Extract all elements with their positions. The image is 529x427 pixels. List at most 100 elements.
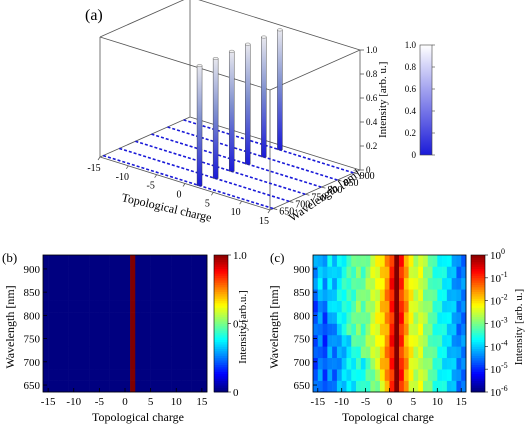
colorbar-segment — [471, 291, 485, 295]
heatmap-cell — [365, 255, 371, 267]
heatmap-cell — [181, 277, 187, 290]
heatmap-cell — [408, 289, 414, 301]
y-tick-label-a: 750 — [311, 192, 326, 203]
heatmap-cell — [109, 369, 116, 381]
heatmap-cell — [332, 323, 338, 336]
heatmap-cell — [201, 300, 208, 313]
heatmap-cell — [119, 334, 126, 347]
heatmap-cell — [145, 255, 151, 267]
heatmap-cell — [422, 369, 429, 381]
heatmap-cell — [446, 277, 452, 290]
heatmap-cell — [196, 277, 203, 290]
colorbar-segment — [214, 350, 228, 354]
heatmap-cell — [201, 357, 208, 370]
heatmap-cell — [155, 266, 162, 279]
bar-700 — [212, 58, 219, 179]
heatmap-cell — [166, 255, 172, 267]
heatmap-cell — [140, 289, 146, 301]
colorbar-segment — [471, 334, 485, 338]
heatmap-cell — [191, 255, 198, 267]
heatmap-cell — [379, 312, 386, 324]
colorbar-segment — [471, 255, 485, 258]
heatmap-cell — [99, 346, 105, 359]
heatmap-cell — [135, 369, 141, 381]
x-tick-label: -15 — [41, 396, 56, 408]
heatmap-cell — [356, 323, 362, 336]
heatmap-cell — [413, 312, 419, 324]
z-tick-label-a: 0.4 — [366, 117, 378, 127]
colorbar-tick-label: 1.0 — [233, 250, 247, 262]
colorbar-segment — [471, 314, 485, 318]
heatmap-cell — [130, 357, 136, 370]
heatmap-cell — [442, 289, 448, 301]
heatmap-cell — [53, 369, 59, 381]
heatmap-cell — [351, 300, 357, 313]
heatmap-cell — [186, 357, 192, 370]
heatmap-cell — [63, 357, 69, 370]
heatmap-cell — [89, 255, 95, 267]
heatmap-cell — [384, 255, 390, 267]
heatmap-cell — [437, 369, 443, 381]
heatmap-cell — [375, 346, 381, 359]
heatmap-cell — [186, 255, 192, 267]
heatmap-cell — [341, 380, 347, 393]
y-axis-title-c: Wavelength [nm] — [267, 285, 281, 368]
colorbar-segment — [471, 282, 485, 286]
heatmap-cell — [160, 346, 167, 359]
heatmap-cell — [327, 346, 333, 359]
colorbar-segment — [471, 261, 485, 265]
heatmap-cell — [99, 312, 105, 324]
heatmap-cell — [446, 323, 452, 336]
heatmap-cell — [94, 346, 100, 359]
heatmap-cell — [186, 334, 192, 347]
heatmap-cell — [456, 380, 462, 393]
x-tick-label-a: 10 — [231, 207, 241, 218]
heatmap-cell — [191, 334, 198, 347]
heatmap-cell — [322, 334, 328, 347]
heatmap-cell — [58, 289, 64, 301]
heatmap-cell — [327, 323, 333, 336]
heatmap-cell — [130, 289, 136, 301]
heatmap-cell — [389, 334, 395, 347]
z-tick-label-a: 0.2 — [366, 141, 377, 151]
heatmap-cell — [336, 289, 342, 301]
heatmap-cell — [427, 300, 433, 313]
heatmap-cell — [176, 334, 182, 347]
colorbar-segment — [214, 334, 228, 338]
colorbar-tick-label: 0.5 — [233, 319, 247, 331]
heatmap-cell — [341, 289, 347, 301]
heatmap-cell — [53, 312, 59, 324]
colorbar-segment — [471, 277, 485, 281]
heatmap-cell — [370, 300, 376, 313]
colorbar-segment — [214, 277, 228, 281]
heatmap-cell — [379, 334, 386, 347]
heatmap-cell — [332, 255, 338, 267]
heatmap-cell — [119, 312, 126, 324]
heatmap-cell — [191, 289, 198, 301]
heatmap-cell — [446, 346, 452, 359]
colorbar-segment — [471, 355, 485, 359]
bar-650 — [196, 65, 203, 186]
heatmap-cell — [313, 312, 319, 324]
heatmap-cell — [196, 369, 203, 381]
box-edge — [99, 116, 191, 158]
heatmap-cell — [375, 300, 381, 313]
heatmap-cell — [408, 323, 414, 336]
heatmap-cell — [365, 380, 371, 393]
heatmap-cell — [422, 277, 429, 290]
heatmap-cell — [427, 323, 433, 336]
colorbar-segment — [214, 305, 228, 308]
colorbar-segment — [214, 346, 228, 350]
heatmap-cell — [432, 346, 438, 359]
heatmap-cell — [58, 357, 64, 370]
heatmap-cell — [322, 346, 328, 359]
box-edge — [269, 169, 361, 211]
colorbar-segment — [214, 291, 228, 295]
x-tick-label: 15 — [196, 396, 208, 408]
heatmap-cell — [336, 323, 342, 336]
heatmap-cell — [389, 266, 395, 279]
heatmap-cell — [399, 277, 405, 290]
panel-a-bars — [196, 28, 283, 186]
heatmap-cell — [68, 266, 75, 279]
heatmap-cell — [413, 323, 419, 336]
